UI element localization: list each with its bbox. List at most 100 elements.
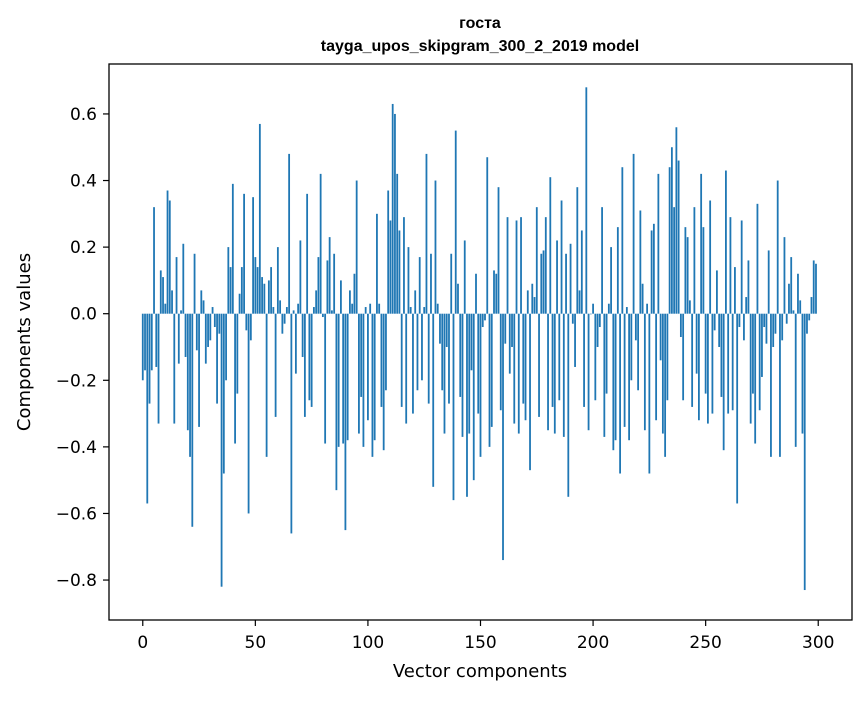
bar-275 bbox=[761, 313, 763, 377]
bar-161 bbox=[504, 313, 507, 344]
bar-147 bbox=[472, 313, 475, 481]
bar-134 bbox=[443, 313, 446, 434]
bar-123 bbox=[418, 257, 421, 314]
bar-239 bbox=[679, 313, 682, 338]
bar-225 bbox=[648, 313, 651, 474]
bar-29 bbox=[207, 313, 209, 347]
bar-229 bbox=[657, 173, 660, 314]
y-tick-label: −0.8 bbox=[56, 571, 97, 591]
bar-103 bbox=[373, 313, 376, 441]
bar-53 bbox=[261, 277, 263, 314]
bar-299 bbox=[815, 263, 817, 314]
bar-208 bbox=[610, 247, 612, 314]
bar-245 bbox=[693, 207, 696, 314]
bar-202 bbox=[596, 313, 599, 347]
bar-214 bbox=[623, 313, 626, 427]
bar-87 bbox=[337, 313, 340, 447]
bar-64 bbox=[285, 307, 288, 314]
bar-54 bbox=[263, 283, 266, 314]
bar-121 bbox=[414, 290, 417, 314]
bar-138 bbox=[452, 313, 455, 501]
bar-185 bbox=[558, 313, 561, 401]
bar-276 bbox=[763, 313, 766, 328]
bar-281 bbox=[774, 313, 777, 334]
bar-137 bbox=[450, 253, 453, 314]
bar-186 bbox=[560, 200, 563, 314]
bar-59 bbox=[274, 313, 277, 417]
bar-18 bbox=[182, 243, 185, 314]
bar-27 bbox=[202, 300, 205, 314]
bar-25 bbox=[198, 313, 200, 427]
y-tick-label: −0.6 bbox=[56, 504, 97, 524]
bar-173 bbox=[531, 283, 534, 314]
bar-85 bbox=[333, 253, 336, 314]
bar-285 bbox=[783, 237, 786, 314]
bar-33 bbox=[216, 313, 218, 404]
bar-16 bbox=[177, 313, 180, 364]
bar-77 bbox=[315, 290, 318, 314]
bar-109 bbox=[387, 190, 390, 314]
bar-260 bbox=[727, 313, 730, 414]
bar-289 bbox=[792, 310, 795, 314]
bar-6 bbox=[155, 313, 158, 367]
bar-207 bbox=[607, 303, 610, 314]
bar-113 bbox=[396, 173, 399, 314]
bar-216 bbox=[628, 313, 630, 441]
bar-57 bbox=[270, 267, 273, 314]
x-tick-label: 250 bbox=[689, 633, 721, 653]
bar-69 bbox=[297, 303, 300, 314]
bar-9 bbox=[162, 277, 164, 314]
bar-80 bbox=[321, 313, 324, 318]
bar-184 bbox=[556, 240, 558, 314]
bar-247 bbox=[698, 313, 700, 421]
bar-135 bbox=[445, 313, 448, 347]
bar-124 bbox=[421, 313, 423, 381]
bar-1 bbox=[144, 313, 146, 371]
bar-177 bbox=[540, 253, 543, 314]
bar-131 bbox=[436, 303, 439, 314]
bar-162 bbox=[506, 217, 509, 314]
bar-74 bbox=[308, 313, 311, 401]
bar-79 bbox=[319, 173, 322, 314]
bar-76 bbox=[312, 307, 315, 314]
bar-37 bbox=[225, 313, 227, 381]
bar-241 bbox=[684, 227, 687, 314]
bars bbox=[141, 87, 817, 591]
bar-212 bbox=[619, 313, 621, 474]
bar-92 bbox=[349, 290, 351, 314]
bar-210 bbox=[614, 313, 617, 441]
bar-228 bbox=[655, 313, 658, 421]
bar-273 bbox=[756, 203, 759, 314]
bar-283 bbox=[779, 313, 781, 457]
bar-88 bbox=[340, 280, 342, 314]
bar-68 bbox=[294, 313, 297, 374]
bar-248 bbox=[700, 173, 703, 314]
bar-262 bbox=[731, 313, 734, 411]
bar-19 bbox=[184, 313, 187, 357]
bar-268 bbox=[745, 297, 748, 314]
bar-209 bbox=[612, 313, 615, 451]
bar-73 bbox=[306, 193, 309, 314]
bar-44 bbox=[240, 267, 243, 314]
bar-139 bbox=[454, 130, 457, 314]
bar-265 bbox=[738, 313, 741, 328]
bar-282 bbox=[776, 180, 779, 314]
bar-238 bbox=[677, 160, 680, 314]
bar-71 bbox=[301, 313, 304, 357]
bar-236 bbox=[673, 207, 676, 314]
bar-105 bbox=[378, 303, 381, 314]
x-tick-label: 0 bbox=[137, 633, 148, 653]
bar-176 bbox=[538, 313, 540, 417]
bar-4 bbox=[150, 313, 153, 371]
bar-240 bbox=[682, 313, 685, 401]
bar-163 bbox=[508, 313, 511, 374]
bar-291 bbox=[797, 273, 799, 314]
bar-195 bbox=[580, 230, 583, 314]
bar-48 bbox=[249, 313, 252, 341]
y-tick-label: 0.0 bbox=[70, 305, 97, 325]
bar-174 bbox=[533, 297, 536, 314]
bar-46 bbox=[245, 313, 248, 331]
bar-60 bbox=[276, 247, 279, 314]
bar-50 bbox=[254, 257, 257, 314]
bar-49 bbox=[252, 197, 254, 314]
